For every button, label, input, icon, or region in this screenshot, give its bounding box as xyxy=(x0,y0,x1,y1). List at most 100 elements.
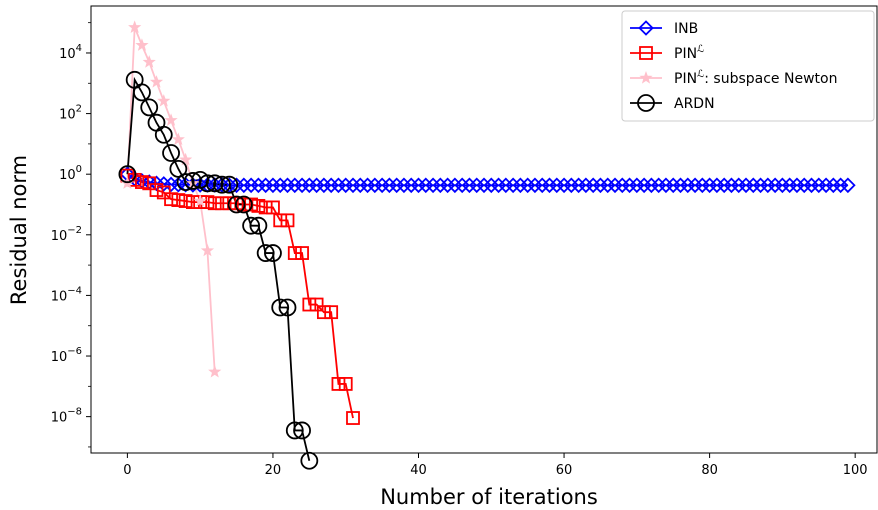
data-point xyxy=(228,177,245,194)
data-point xyxy=(258,200,273,215)
y-tick-label: 10−4 xyxy=(51,285,82,304)
y-tick-label: 104 xyxy=(59,43,82,62)
data-point xyxy=(774,177,791,194)
y-tick-label: 10−6 xyxy=(51,346,82,365)
data-point xyxy=(505,177,521,194)
data-point xyxy=(257,177,274,194)
data-point xyxy=(672,177,689,194)
series-markers xyxy=(118,20,856,470)
data-point xyxy=(570,177,587,194)
data-point xyxy=(818,177,834,194)
data-point xyxy=(811,177,827,194)
data-point xyxy=(665,177,681,194)
data-point xyxy=(614,177,631,194)
data-point xyxy=(519,177,536,194)
data-point xyxy=(388,177,405,194)
x-tick-label: 0 xyxy=(123,463,131,478)
data-point xyxy=(293,421,311,440)
data-point xyxy=(687,177,703,194)
data-point xyxy=(213,175,231,194)
data-point xyxy=(345,177,361,194)
x-tick-label: 80 xyxy=(701,463,718,478)
data-point xyxy=(207,196,222,211)
data-point xyxy=(301,177,318,194)
data-point xyxy=(730,177,747,194)
data-point xyxy=(367,177,383,194)
data-point xyxy=(287,177,303,194)
legend-marker xyxy=(637,94,655,112)
data-point xyxy=(512,177,529,194)
data-point xyxy=(157,94,171,107)
data-point xyxy=(541,177,558,194)
data-point xyxy=(454,177,470,194)
data-point xyxy=(650,177,667,194)
data-point xyxy=(287,246,302,260)
data-point xyxy=(338,377,353,391)
series-line xyxy=(126,173,848,187)
data-point xyxy=(135,38,149,51)
data-point xyxy=(300,451,319,470)
data-point xyxy=(236,197,251,212)
x-tick-label: 20 xyxy=(265,463,282,478)
data-point xyxy=(599,177,616,194)
data-point xyxy=(352,177,369,194)
data-point xyxy=(483,177,500,194)
data-point xyxy=(170,176,187,193)
data-point xyxy=(752,177,769,194)
data-point xyxy=(278,298,297,317)
data-point xyxy=(200,243,215,257)
data-point xyxy=(272,177,288,194)
data-point xyxy=(135,175,149,189)
data-point xyxy=(140,98,159,117)
data-point xyxy=(738,177,754,194)
data-point xyxy=(149,183,164,197)
data-point xyxy=(176,173,195,191)
data-point xyxy=(658,177,674,194)
data-point xyxy=(227,195,246,214)
data-point xyxy=(295,246,309,260)
y-tick-label: 10−2 xyxy=(51,225,82,244)
data-point xyxy=(331,377,346,391)
data-point xyxy=(781,177,798,194)
data-point xyxy=(337,177,354,194)
data-point xyxy=(556,177,572,194)
data-point xyxy=(796,177,812,194)
data-point xyxy=(279,177,296,194)
x-tick-label: 100 xyxy=(843,463,868,478)
data-point xyxy=(694,177,711,194)
data-point xyxy=(527,177,543,194)
data-point xyxy=(242,216,261,235)
data-point xyxy=(403,177,419,194)
data-point xyxy=(234,195,253,214)
data-point xyxy=(171,193,186,207)
data-point xyxy=(256,244,275,262)
data-point xyxy=(236,177,252,194)
data-point xyxy=(264,244,282,262)
data-point xyxy=(381,177,398,194)
data-point xyxy=(447,177,463,194)
y-tick-label: 10−8 xyxy=(51,407,82,426)
data-point xyxy=(294,177,310,194)
x-axis-ticks: 0 20 40 60 80 100 xyxy=(123,453,868,478)
data-point xyxy=(374,177,390,194)
data-point xyxy=(767,177,783,194)
data-point xyxy=(745,177,762,194)
legend-marker xyxy=(639,71,653,84)
data-point xyxy=(549,177,565,194)
data-point xyxy=(271,298,290,317)
data-point xyxy=(265,177,281,194)
x-tick-label: 40 xyxy=(410,463,427,478)
data-point xyxy=(789,177,805,194)
data-point xyxy=(324,305,339,320)
legend-label: PINℒ xyxy=(674,44,704,62)
data-point xyxy=(285,421,304,440)
data-point xyxy=(643,177,660,194)
data-point xyxy=(309,297,324,312)
data-point xyxy=(178,194,193,208)
data-point xyxy=(396,177,412,194)
data-point xyxy=(592,177,609,194)
data-point xyxy=(205,174,224,193)
legend: INB PINℒ PINℒ: subspace Newton ARDN xyxy=(621,10,875,122)
data-point xyxy=(128,20,142,33)
data-point xyxy=(709,177,725,194)
